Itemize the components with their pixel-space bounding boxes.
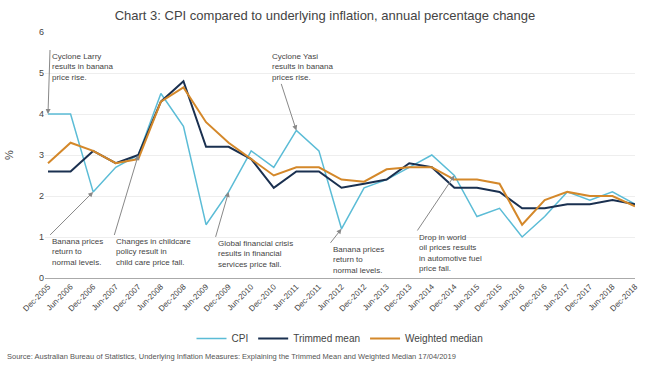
svg-text:Jun-2007: Jun-2007 — [90, 282, 120, 312]
svg-text:Jun-2006: Jun-2006 — [45, 282, 75, 312]
svg-text:0: 0 — [39, 273, 44, 283]
svg-text:Cyclone Yasiresults in bananap: Cyclone Yasiresults in bananaprices rise… — [272, 52, 333, 82]
svg-text:Dec-2014: Dec-2014 — [428, 282, 459, 313]
svg-text:Cyclone Larryresults in banana: Cyclone Larryresults in bananaprice rise… — [52, 52, 113, 82]
svg-text:Jun-2011: Jun-2011 — [271, 282, 301, 312]
svg-text:Trimmed mean: Trimmed mean — [293, 333, 360, 344]
svg-text:Dec-2012: Dec-2012 — [337, 282, 368, 313]
svg-text:Dec-2007: Dec-2007 — [112, 282, 143, 313]
svg-text:Dec-2013: Dec-2013 — [383, 282, 414, 313]
svg-text:Dec-2017: Dec-2017 — [563, 282, 594, 313]
svg-text:Dec-2005: Dec-2005 — [21, 282, 52, 313]
svg-text:Jun-2012: Jun-2012 — [316, 282, 346, 312]
svg-text:%: % — [3, 150, 15, 160]
svg-text:Jun-2017: Jun-2017 — [542, 282, 572, 312]
svg-text:Jun-2014: Jun-2014 — [406, 282, 436, 312]
svg-text:Dec-2011: Dec-2011 — [293, 282, 324, 313]
svg-text:1: 1 — [39, 232, 44, 242]
svg-text:Jun-2018: Jun-2018 — [587, 282, 617, 312]
svg-text:Banana pricesreturn tonormal l: Banana pricesreturn tonormal levels. — [52, 237, 103, 267]
svg-text:Dec-2006: Dec-2006 — [67, 282, 98, 313]
svg-text:Jun-2010: Jun-2010 — [225, 282, 255, 312]
svg-text:2: 2 — [39, 191, 44, 201]
svg-text:CPI: CPI — [232, 333, 249, 344]
svg-text:Weighted median: Weighted median — [405, 333, 483, 344]
svg-text:Dec-2016: Dec-2016 — [518, 282, 549, 313]
svg-text:Dec-2018: Dec-2018 — [608, 282, 639, 313]
svg-text:5: 5 — [39, 68, 44, 78]
svg-text:Jun-2015: Jun-2015 — [451, 282, 481, 312]
svg-text:Jun-2008: Jun-2008 — [135, 282, 165, 312]
svg-text:Changes in childcarepolicy res: Changes in childcarepolicy result inchil… — [116, 237, 191, 267]
svg-text:Jun-2013: Jun-2013 — [361, 282, 391, 312]
svg-text:Global financial crisisresults: Global financial crisisresults in financ… — [218, 239, 293, 269]
svg-text:Dec-2009: Dec-2009 — [202, 282, 233, 313]
svg-text:Dec-2008: Dec-2008 — [157, 282, 188, 313]
svg-text:6: 6 — [39, 27, 44, 37]
svg-text:Jun-2016: Jun-2016 — [496, 282, 526, 312]
svg-text:Banana pricesreturn tonormal l: Banana pricesreturn tonormal levels. — [333, 245, 384, 275]
svg-text:Drop in worldoil prices result: Drop in worldoil prices resultsin automo… — [419, 233, 482, 273]
svg-text:Dec-2015: Dec-2015 — [473, 282, 504, 313]
svg-text:Dec-2010: Dec-2010 — [247, 282, 278, 313]
svg-text:3: 3 — [39, 150, 44, 160]
svg-text:Chart 3: CPI compared to under: Chart 3: CPI compared to underlying infl… — [115, 8, 536, 23]
svg-text:Jun-2009: Jun-2009 — [180, 282, 210, 312]
svg-text:4: 4 — [39, 109, 44, 119]
svg-text:Source: Australian Bureau of S: Source: Australian Bureau of Statistics,… — [7, 352, 456, 361]
